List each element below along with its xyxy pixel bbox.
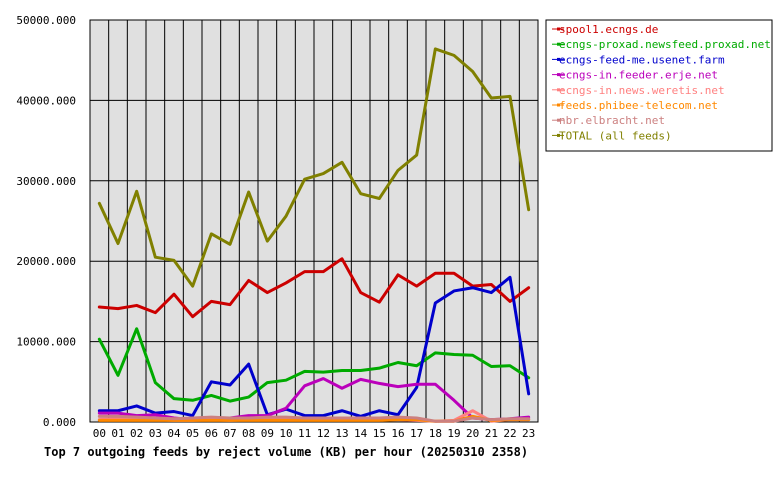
- legend-label: TOTAL (all feeds): [559, 129, 672, 142]
- legend-entries: spool1.ecngs.de ecngs-proxad.newsfeed.pro…: [552, 23, 771, 142]
- y-tick-label: 10000.000: [16, 336, 76, 349]
- x-tick-labels: 00 01 02 03 04 05 06 07 08 09 10 11 12 13 14 15 16 17 18 19…: [93, 427, 536, 440]
- x-tick-label: 20: [466, 427, 479, 440]
- chart-title: Top 7 outgoing feeds by reject volume (K…: [44, 445, 528, 459]
- legend-marker: [557, 73, 560, 77]
- legend-marker: [557, 42, 560, 46]
- x-tick-label: 13: [335, 427, 348, 440]
- x-tick-label: 10: [279, 427, 292, 440]
- y-tick-label: 50000.000: [16, 14, 76, 27]
- y-tick-label: 30000.000: [16, 175, 76, 188]
- legend: spool1.ecngs.de ecngs-proxad.newsfeed.pro…: [545, 19, 773, 152]
- x-tick-label: 17: [410, 427, 423, 440]
- legend-label: feeds.phibee-telecom.net: [559, 99, 718, 112]
- legend-label: ecngs-in.news.weretis.net: [559, 84, 725, 97]
- x-tick-label: 01: [111, 427, 124, 440]
- series-line: [97, 414, 531, 423]
- legend-marker: [557, 27, 560, 31]
- legend-label: ecngs-feed-me.usenet.farm: [559, 53, 725, 66]
- legend-marker: [557, 57, 560, 61]
- x-tick-label: 21: [485, 427, 498, 440]
- y-tick-labels: 0.000 10000.000 20000.000 30000.000 40000.00…: [16, 14, 76, 429]
- y-tick-label: 0.000: [43, 416, 76, 429]
- x-tick-label: 14: [354, 427, 368, 440]
- legend-label: nbr.elbracht.net: [559, 114, 665, 127]
- x-tick-label: 22: [503, 427, 516, 440]
- x-tick-label: 04: [167, 427, 181, 440]
- legend-label: ecngs-proxad.newsfeed.proxad.net: [559, 38, 771, 51]
- series-line: [97, 257, 531, 319]
- legend-box: [545, 19, 773, 152]
- legend-marker: [557, 103, 560, 107]
- x-tick-label: 09: [261, 427, 274, 440]
- legend-marker: [557, 133, 560, 137]
- x-tick-label: 00: [93, 427, 106, 440]
- x-tick-label: 05: [186, 427, 199, 440]
- x-tick-label: 02: [130, 427, 143, 440]
- plot-frame: [89, 19, 539, 423]
- series-line: [97, 327, 531, 403]
- y-tick-label: 40000.000: [16, 94, 76, 107]
- y-tick-label: 20000.000: [16, 255, 76, 268]
- x-tick-label: 03: [149, 427, 162, 440]
- x-tick-label: 15: [373, 427, 386, 440]
- x-tick-label: 06: [205, 427, 218, 440]
- x-tick-label: 19: [447, 427, 460, 440]
- x-tick-label: 23: [522, 427, 535, 440]
- x-tick-label: 12: [317, 427, 330, 440]
- legend-label: ecngs-in.feeder.erje.net: [559, 69, 718, 82]
- legend-marker: [557, 118, 560, 122]
- series-line: [97, 275, 531, 418]
- legend-marker: [557, 88, 560, 92]
- x-tick-label: 11: [298, 427, 311, 440]
- legend-label: spool1.ecngs.de: [559, 23, 658, 36]
- series-layer: [97, 47, 531, 423]
- horizontal-gridlines: [90, 99, 538, 343]
- series-line: [97, 47, 531, 288]
- x-tick-label: 08: [242, 427, 255, 440]
- x-tick-label: 16: [391, 427, 404, 440]
- x-tick-label: 18: [429, 427, 442, 440]
- x-tick-label: 07: [223, 427, 236, 440]
